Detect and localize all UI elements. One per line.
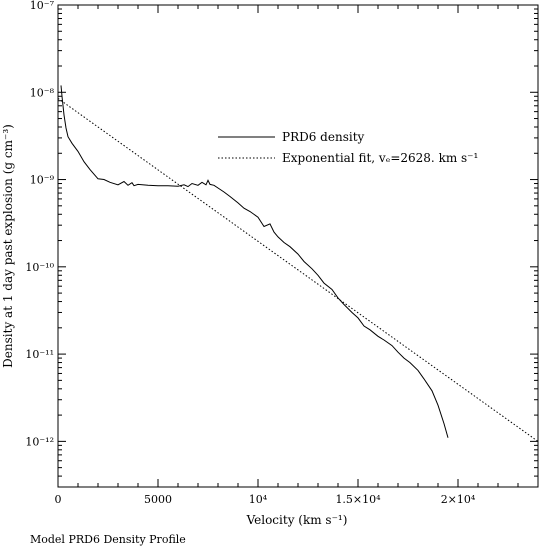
- y-tick-label: 10⁻⁷: [30, 0, 55, 12]
- exponential-fit-line: [57, 97, 539, 442]
- x-axis-title: Velocity (km s⁻¹): [246, 513, 348, 527]
- figure-caption: Model PRD6 Density Profile: [30, 533, 186, 546]
- data-series: [57, 85, 539, 442]
- y-axis-title: Density at 1 day past explosion (g cm⁻³): [1, 124, 15, 368]
- legend-label-density: PRD6 density: [282, 130, 365, 144]
- y-tick-label: 10⁻⁸: [30, 86, 55, 99]
- x-tick-label: 1.5×10⁴: [335, 493, 381, 506]
- y-tick-label: 10⁻⁹: [30, 174, 55, 187]
- axis-ticks: [57, 4, 539, 488]
- y-tick-labels: 10⁻¹² 10⁻¹¹ 10⁻¹⁰ 10⁻⁹ 10⁻⁸ 10⁻⁷: [25, 0, 54, 448]
- y-tick-label: 10⁻¹⁰: [25, 261, 54, 274]
- x-tick-labels: 0 5000 10⁴ 1.5×10⁴ 2×10⁴: [55, 493, 476, 506]
- x-tick-label: 2×10⁴: [441, 493, 476, 506]
- plot-frame: [57, 4, 539, 488]
- legend-label-fit: Exponential fit, vₑ=2628. km s⁻¹: [282, 151, 478, 165]
- y-tick-label: 10⁻¹²: [25, 435, 54, 448]
- density-series-line: [60, 85, 449, 438]
- x-tick-label: 0: [55, 493, 62, 506]
- y-tick-label: 10⁻¹¹: [25, 348, 54, 361]
- x-tick-label: 10⁴: [249, 493, 268, 506]
- x-tick-label: 5000: [144, 493, 172, 506]
